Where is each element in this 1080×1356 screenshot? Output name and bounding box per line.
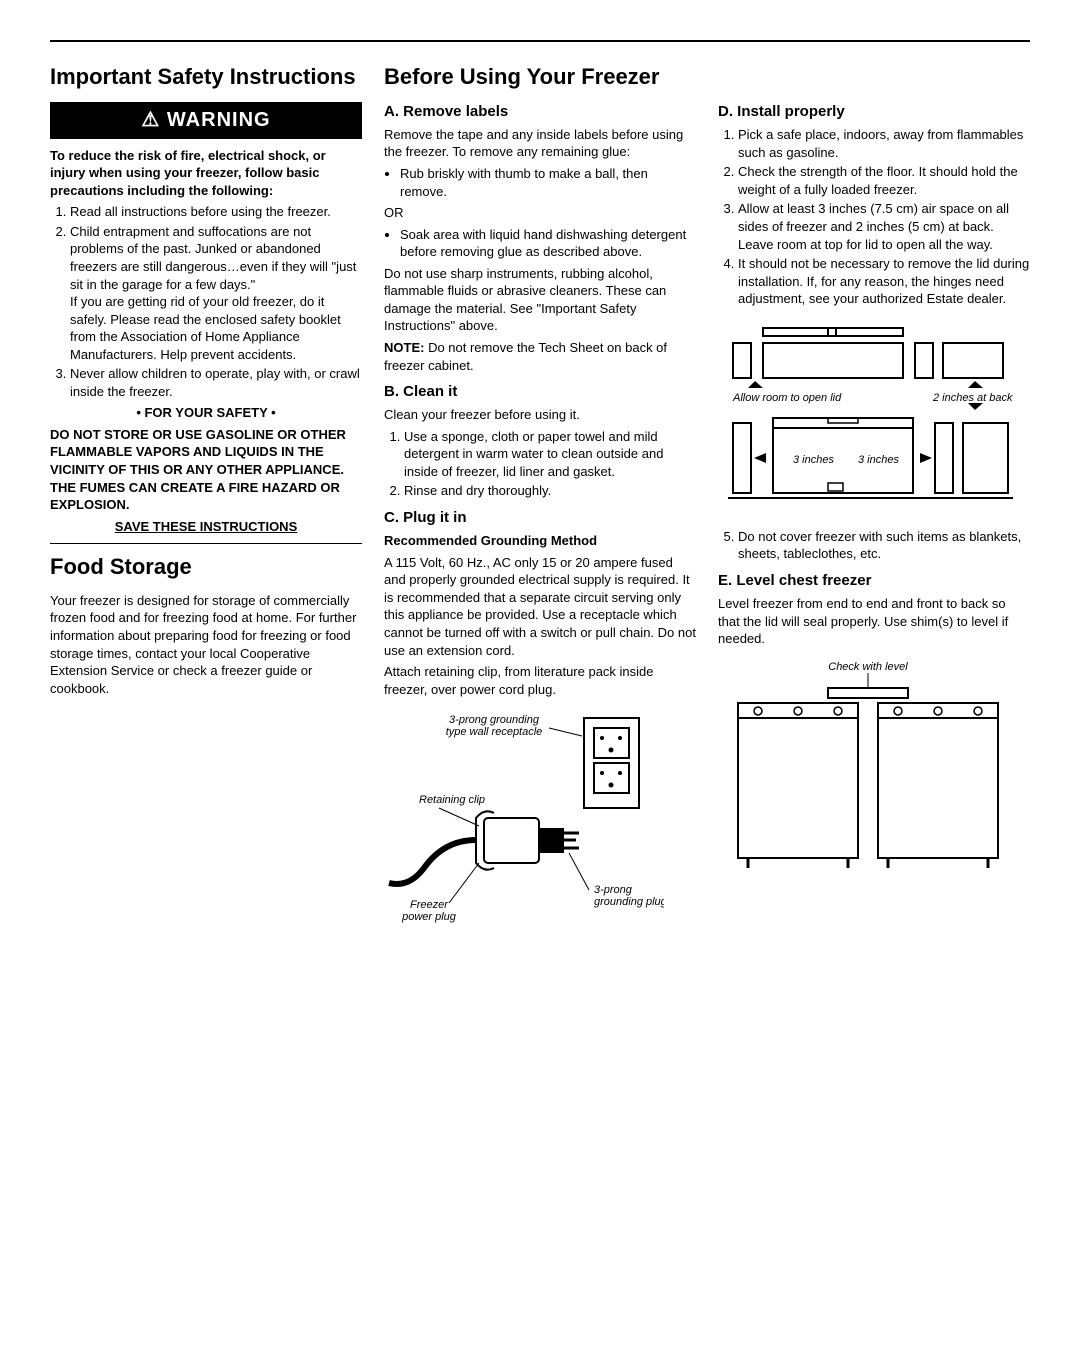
b-item-1: Use a sponge, cloth or paper towel and m… bbox=[404, 428, 696, 481]
lbl-clip: Retaining clip bbox=[419, 794, 485, 806]
warning-list: Read all instructions before using the f… bbox=[50, 203, 362, 400]
plug-diagram: 3-prong groundingtype wall receptacle Re… bbox=[384, 708, 696, 928]
safety-body: DO NOT STORE OR USE GASOLINE OR OTHER FL… bbox=[50, 426, 362, 514]
b-p1: Clean your freezer before using it. bbox=[384, 406, 696, 424]
before-heading: Before Using Your Freezer bbox=[384, 62, 696, 92]
b-title: B. Clean it bbox=[384, 382, 696, 402]
lbl-3in-1: 3 inches bbox=[793, 454, 834, 466]
a-title: A. Remove labels bbox=[384, 102, 696, 122]
col-install: D. Install properly Pick a safe place, i… bbox=[718, 62, 1030, 938]
save-instructions: SAVE THESE INSTRUCTIONS bbox=[50, 518, 362, 536]
d-item-3: Allow at least 3 inches (7.5 cm) air spa… bbox=[738, 200, 1030, 253]
c-title: C. Plug it in bbox=[384, 508, 696, 528]
e-p1: Level freezer from end to end and front … bbox=[718, 595, 1030, 648]
lbl-level: Check with level bbox=[828, 661, 908, 673]
lbl-power: Freezerpower plug bbox=[401, 899, 457, 923]
c-p2: Attach retaining clip, from literature p… bbox=[384, 663, 696, 698]
warning-intro: To reduce the risk of fire, electrical s… bbox=[50, 147, 362, 200]
safety-heading: Important Safety Instructions bbox=[50, 62, 362, 92]
c-sub: Recommended Grounding Method bbox=[384, 532, 696, 550]
lbl-3in-2: 3 inches bbox=[858, 454, 899, 466]
a-bullet-1: Rub briskly with thumb to make a ball, t… bbox=[400, 165, 696, 200]
b-item-2: Rinse and dry thoroughly. bbox=[404, 482, 696, 500]
lbl-open-lid: Allow room to open lid bbox=[732, 392, 842, 404]
warning-box: ⚠ WARNING bbox=[50, 102, 362, 139]
d-item-2: Check the strength of the floor. It shou… bbox=[738, 163, 1030, 198]
food-body: Your freezer is designed for storage of … bbox=[50, 592, 362, 697]
col-safety: Important Safety Instructions ⚠ WARNING … bbox=[50, 62, 362, 938]
d-item-1: Pick a safe place, indoors, away from fl… bbox=[738, 126, 1030, 161]
a-or: OR bbox=[384, 204, 696, 222]
lbl-groundplug: 3-pronggrounding plug bbox=[594, 884, 664, 908]
c-p1: A 115 Volt, 60 Hz., AC only 15 or 20 amp… bbox=[384, 554, 696, 659]
a-p2: Do not use sharp instruments, rubbing al… bbox=[384, 265, 696, 335]
d-item-4: It should not be necessary to remove the… bbox=[738, 255, 1030, 308]
warn-item-1: Read all instructions before using the f… bbox=[70, 203, 362, 221]
e-title: E. Level chest freezer bbox=[718, 571, 1030, 591]
for-your-safety: • FOR YOUR SAFETY • bbox=[50, 404, 362, 422]
a-p1: Remove the tape and any inside labels be… bbox=[384, 126, 696, 161]
lbl-receptacle: 3-prong groundingtype wall receptacle bbox=[446, 714, 543, 738]
level-diagram: Check with level bbox=[718, 658, 1030, 878]
warn-item-2: Child entrapment and suffocations are no… bbox=[70, 223, 362, 363]
a-bullet-2: Soak area with liquid hand dishwashing d… bbox=[400, 226, 696, 261]
warn-item-3: Never allow children to operate, play wi… bbox=[70, 365, 362, 400]
food-heading: Food Storage bbox=[50, 552, 362, 582]
a-note: NOTE: Do not remove the Tech Sheet on ba… bbox=[384, 339, 696, 374]
d-title: D. Install properly bbox=[718, 102, 1030, 122]
spacing-diagram: Allow room to open lid 2 inches at back … bbox=[718, 318, 1030, 518]
d-item-5: Do not cover freezer with such items as … bbox=[738, 528, 1030, 563]
lbl-back: 2 inches at back bbox=[932, 392, 1013, 404]
col-before-using: Before Using Your Freezer A. Remove labe… bbox=[384, 62, 696, 938]
